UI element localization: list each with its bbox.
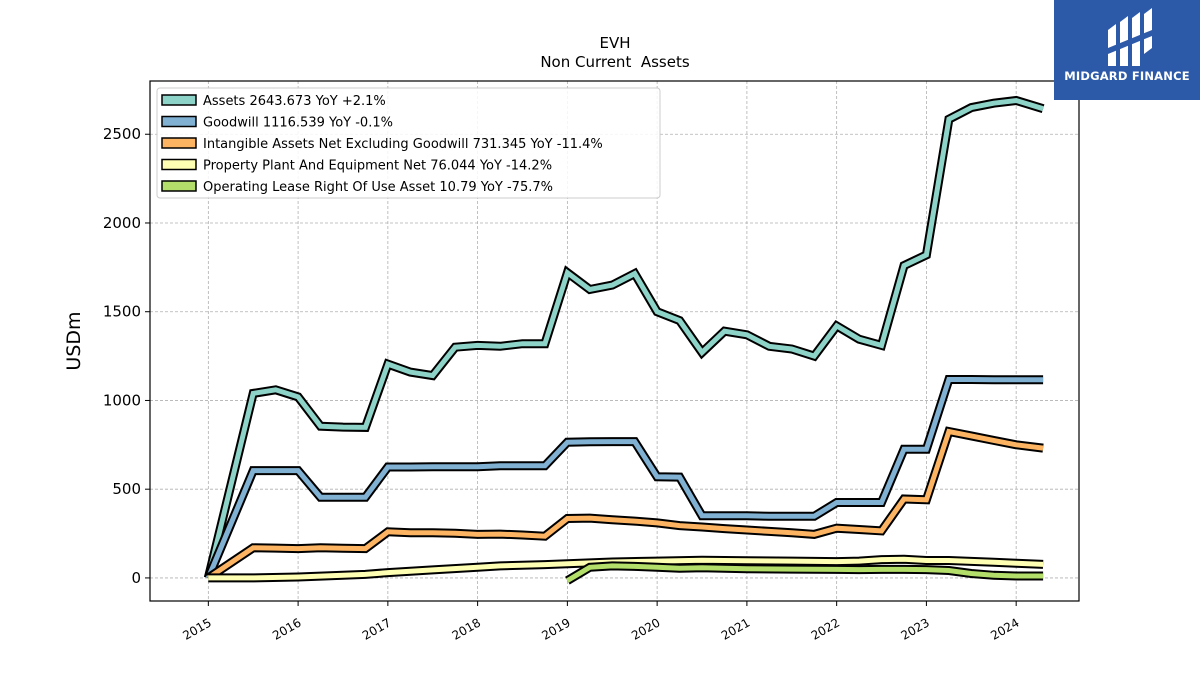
y-tick-label: 2500 (103, 125, 141, 143)
x-tick-label: 2023 (898, 615, 931, 642)
y-tick-label: 1500 (103, 303, 141, 321)
legend-entry: Property Plant And Equipment Net 76.044 … (203, 159, 552, 174)
x-tick-label: 2015 (180, 615, 213, 642)
legend-swatch (161, 137, 197, 149)
brand-logo-icon (1108, 8, 1152, 66)
y-tick-label: 1000 (103, 391, 141, 409)
y-axis-label: USDm (63, 311, 85, 370)
legend-entry: Intangible Assets Net Excluding Goodwill… (203, 137, 603, 152)
chart-subtitle: Non Current Assets (540, 53, 690, 71)
legend-box (156, 87, 661, 199)
series-line-intangible-assets-net-excluding-goodwill (206, 428, 1044, 580)
x-tick-label: 2019 (539, 615, 572, 642)
legend-entry: Assets 2643.673 YoY +2.1% (203, 94, 386, 109)
x-tick-label: 2020 (629, 615, 662, 642)
plot-frame (149, 80, 1080, 602)
x-tick-label: 2016 (270, 615, 303, 642)
series-line-assets (205, 97, 1044, 579)
y-tick-label: 500 (112, 480, 141, 498)
y-tick-label: 0 (131, 569, 141, 587)
series-lines (203, 95, 1045, 585)
x-tick-label: 2018 (450, 615, 483, 642)
legend-swatch (161, 115, 197, 128)
x-tick-label: 2022 (809, 615, 842, 642)
series-line-property-plant-and-equipment-net (208, 556, 1044, 581)
legend-swatch (161, 158, 197, 171)
legend-entry: Operating Lease Right Of Use Asset 10.79… (203, 180, 553, 195)
x-tick-label: 2017 (360, 615, 393, 642)
series-line-goodwill (205, 377, 1044, 579)
brand-logo-text: MIDGARD FINANCE (1064, 69, 1190, 83)
legend-swatch (161, 180, 197, 192)
legend: Assets 2643.673 YoY +2.1% Goodwill 1116.5… (156, 87, 661, 199)
legend-swatch (161, 94, 197, 106)
legend-entry: Goodwill 1116.539 YoY -0.1% (203, 116, 393, 131)
x-tick-label: 2024 (988, 615, 1021, 642)
y-tick-label: 2000 (103, 214, 141, 232)
series-line-operating-lease-right-of-use-asset (566, 563, 1044, 583)
brand-logo: MIDGARD FINANCE (1054, 0, 1200, 100)
chart-title: EVH (599, 34, 630, 52)
x-tick-label: 2021 (719, 615, 752, 642)
